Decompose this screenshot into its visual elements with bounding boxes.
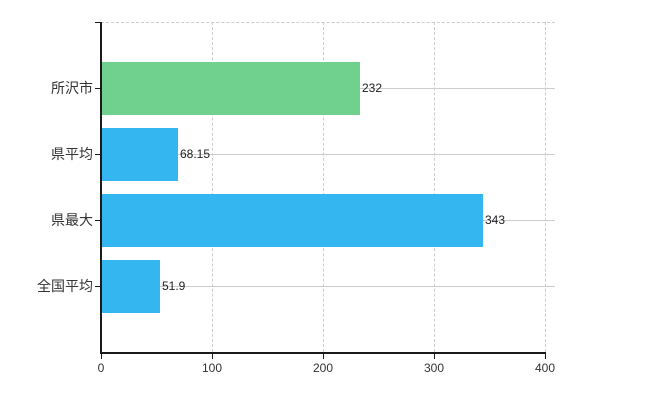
x-axis-tick [434,354,435,359]
category-label: 県平均 [51,146,93,162]
y-axis-line [100,22,102,354]
x-axis-tick [323,354,324,359]
bar[interactable] [102,260,160,313]
value-label: 343 [485,213,506,227]
horizontal-gridline [101,286,555,287]
vertical-gridline [323,22,324,352]
x-axis-tick [101,354,102,359]
x-axis-tick [545,354,546,359]
bar[interactable] [102,128,178,181]
category-label: 県最大 [51,212,93,228]
horizontal-gridline [101,154,555,155]
plot-top-gridline [101,22,555,23]
category-label: 全国平均 [37,278,93,294]
x-tick-label: 100 [201,361,223,375]
vertical-gridline [434,22,435,352]
category-label: 所沢市 [51,80,93,96]
y-axis-tick [95,154,101,155]
value-label: 68.15 [180,147,211,161]
x-tick-label: 0 [97,361,105,375]
x-axis-tick [212,354,213,359]
bar[interactable] [102,62,360,115]
y-axis-tick [95,286,101,287]
y-axis-top-tick [95,22,101,23]
x-tick-label: 400 [534,361,556,375]
x-tick-label: 200 [312,361,334,375]
value-label: 232 [362,81,383,95]
x-tick-label: 300 [423,361,445,375]
bar[interactable] [102,194,483,247]
vertical-gridline [545,22,546,352]
value-label: 51.9 [162,279,186,293]
x-axis-line [100,352,546,354]
vertical-gridline [212,22,213,352]
y-axis-tick [95,220,101,221]
y-axis-tick [95,88,101,89]
